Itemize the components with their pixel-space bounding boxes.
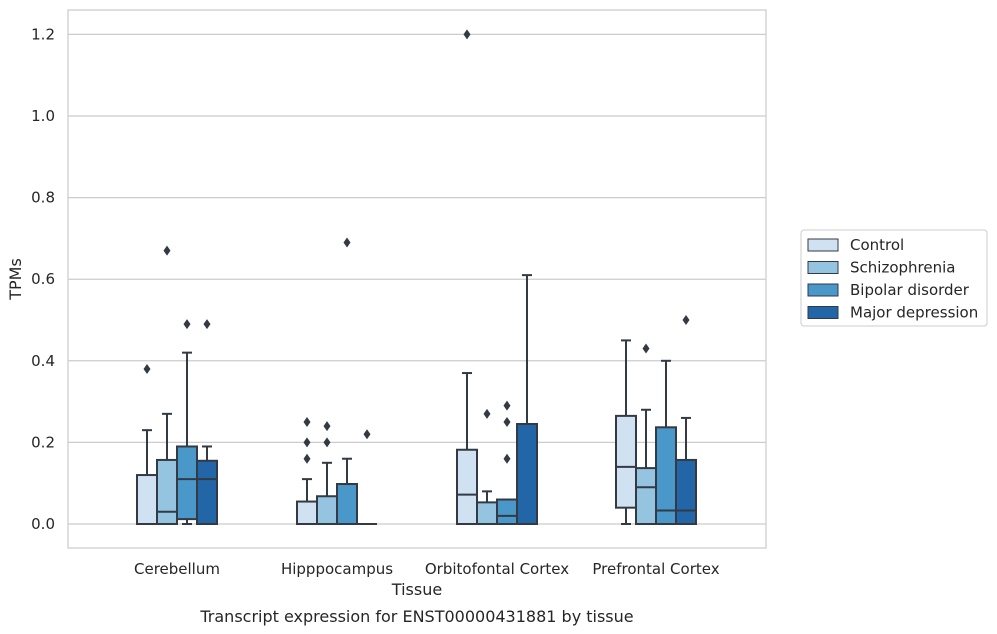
box — [496, 498, 518, 525]
outlier-point — [503, 453, 511, 464]
x-tick-label: Orbitofontal Cortex — [425, 560, 569, 578]
legend-label: Schizophrenia — [850, 259, 955, 277]
box — [456, 448, 478, 525]
legend-label: Major depression — [850, 304, 978, 322]
outlier-point — [363, 429, 371, 440]
box — [176, 445, 198, 521]
box — [476, 501, 498, 526]
outlier-point — [143, 363, 151, 374]
outlier-point — [303, 417, 311, 427]
outlier-point — [682, 315, 690, 325]
x-tick-label: Hipppocampus — [281, 560, 393, 578]
legend-frame — [800, 229, 988, 327]
plot-series — [136, 29, 697, 526]
chart-caption: Transcript expression for ENST0000043188… — [199, 607, 633, 626]
y-tick-label: 0.8 — [31, 189, 55, 207]
legend-label: Bipolar disorder — [850, 281, 970, 299]
legend-swatch — [807, 283, 839, 297]
x-tick-labels: Cerebellum Hipppocampus Orbitofontal Corte… — [134, 560, 720, 578]
outlier-point — [203, 319, 211, 330]
box — [316, 495, 338, 526]
grid-lines — [68, 33, 766, 525]
y-tick-label: 1.2 — [31, 25, 55, 43]
x-tick-label: Prefrontal Cortex — [592, 560, 719, 578]
box — [296, 500, 318, 525]
y-tick-label: 0.6 — [31, 270, 55, 288]
outlier-point — [183, 319, 191, 330]
series-bipolar-disorder — [176, 237, 677, 525]
box — [635, 467, 657, 526]
x-tick-label: Cerebellum — [134, 560, 220, 578]
y-tick-label: 0.4 — [31, 352, 55, 370]
outlier-point — [323, 437, 331, 448]
outlier-point — [483, 408, 491, 419]
box — [655, 426, 677, 525]
box — [196, 459, 218, 526]
outlier-point — [303, 437, 311, 448]
box — [336, 483, 358, 525]
box — [615, 414, 637, 509]
y-tick-label: 0.2 — [31, 433, 55, 451]
y-tick-labels: 0.0 0.2 0.4 0.6 0.8 1.0 1.2 — [31, 25, 55, 533]
legend-swatch — [807, 238, 839, 252]
outlier-point — [343, 237, 351, 248]
legend-label: Control — [850, 236, 904, 254]
series-major-depression — [196, 274, 697, 526]
box — [136, 474, 158, 526]
box — [156, 458, 178, 525]
outlier-point — [503, 400, 511, 411]
outlier-point — [463, 29, 471, 40]
x-axis-label: Tissue — [391, 580, 442, 599]
legend-swatch — [807, 306, 839, 319]
plot-frame — [67, 9, 767, 549]
legend-swatch — [807, 261, 839, 274]
box — [516, 423, 538, 526]
outlier-point — [323, 421, 331, 432]
series-control — [136, 29, 637, 526]
box — [675, 458, 697, 525]
legend: Control Schizophrenia Bipolar disorder Majo… — [800, 229, 988, 327]
outlier-point — [303, 453, 311, 464]
outlier-point — [642, 343, 650, 354]
series-schizophrenia — [156, 245, 657, 526]
outlier-point — [503, 417, 511, 427]
y-tick-label: 0.0 — [31, 515, 55, 533]
y-tick-label: 1.0 — [31, 107, 55, 125]
outlier-point — [163, 245, 171, 256]
y-axis-label: TPMs — [6, 258, 25, 301]
